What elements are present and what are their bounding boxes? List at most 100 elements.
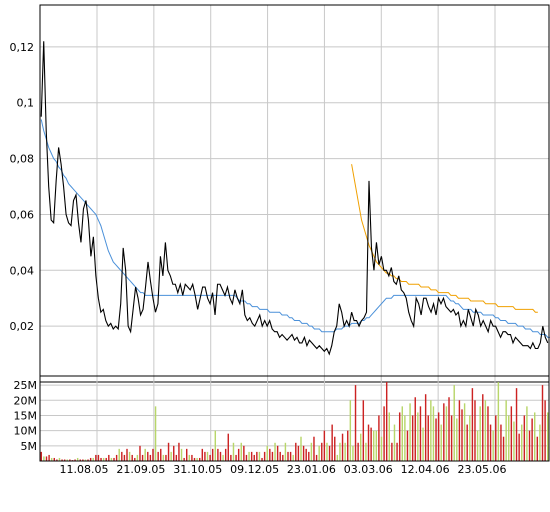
volume-bar [370,427,372,461]
volume-bar [502,436,505,461]
volume-bar [334,436,336,461]
volume-bar [79,459,81,461]
volume-bar [136,454,139,461]
volume-bar [487,406,489,461]
volume-bar [63,459,66,461]
volume-bar [435,418,437,461]
volume-plot-frame [39,375,550,462]
volume-bar [308,451,310,461]
volume-bar [378,415,380,461]
volume-bar [123,454,126,461]
volume-bar [515,388,518,461]
volume-bar [289,451,292,461]
volume-bar [100,457,102,461]
volume-bar [237,448,240,461]
volume-bar [126,448,128,461]
volume-bar [437,412,440,461]
volume-bar [383,406,385,461]
volume-bar [305,448,307,461]
volume-bar [149,454,152,461]
price-panel: 0,02 0,04 0,06 0,08 0,1 0,12 [10,4,550,383]
volume-bar [448,397,450,461]
volume-bar [295,442,297,461]
volume-bar [388,412,390,461]
volume-bar [193,457,196,461]
price-y-tick-label: 0,06 [10,208,35,221]
volume-bar [258,451,261,461]
volume-bar [313,436,315,461]
volume-bar [53,457,55,461]
volume-bar [339,442,341,461]
volume-bar [204,451,206,461]
volume-bar [284,442,287,461]
volume-bar [183,457,185,461]
volume-bar [219,451,222,461]
volume-bar [227,433,229,461]
volume-bar [546,412,549,461]
x-tick-label: 23.05.06 [458,463,507,476]
volume-bar [396,442,398,461]
volume-bar [484,400,487,461]
volume-bar [443,403,445,461]
volume-bar [232,442,235,461]
x-tick-label: 03.03.06 [344,463,393,476]
volume-bar [167,442,170,461]
volume-bar [196,457,198,461]
volume-bar [253,454,255,461]
volume-y-tick-label: 20M [14,394,38,407]
volume-bar [401,406,403,461]
volume-bar [336,454,339,461]
x-tick-label: 09.12.05 [230,463,279,476]
volume-bar [235,454,237,461]
volume-bar [302,445,305,461]
volume-bar [528,430,531,461]
volume-bar [110,457,113,461]
volume-bar [121,451,123,461]
volume-bar [479,406,481,461]
price-y-tick-label: 0,04 [10,264,35,277]
volume-bar [482,394,484,461]
volume-bar [347,430,349,461]
volume-bar [354,385,357,461]
volume-bar [510,406,513,461]
price-y-axis: 0,02 0,04 0,06 0,08 0,1 0,12 [10,41,35,333]
volume-bar [505,400,507,461]
volume-bar [310,442,313,461]
volume-bar [531,418,533,461]
volume-bar [97,454,100,461]
volume-bar [50,457,53,461]
volume-bar [170,451,172,461]
volume-bar [282,454,284,461]
volume-bar [422,427,424,461]
volume-bar [256,451,258,461]
volume-bar [513,421,515,461]
price-plot-frame [39,4,550,383]
volume-bar [162,454,165,461]
volume-bar [199,457,201,461]
volume-bar [206,451,209,461]
volume-bar [165,454,167,461]
volume-bar [508,415,510,461]
volume-bar [69,459,71,461]
price-y-tick-label: 0,08 [10,153,35,166]
volume-bar [48,454,50,461]
volume-bar [74,459,76,461]
volume-bar [250,451,253,461]
volume-bar [469,415,471,461]
volume-y-tick-label: 25M [14,379,38,392]
volume-bar [489,424,492,461]
volume-bar [471,388,474,461]
volume-bar [544,400,546,461]
volume-bar [450,415,453,461]
volume-bar [518,433,520,461]
volume-bar [108,454,110,461]
volume-bar [84,459,87,461]
volume-bar [58,457,61,461]
volume-bar [476,430,479,461]
price-y-tick-label: 0,02 [10,320,35,333]
volume-bar [495,415,497,461]
volume-bar [201,448,204,461]
volume-bar [318,445,320,461]
volume-bar [404,415,406,461]
x-tick-label: 12.04.06 [401,463,450,476]
